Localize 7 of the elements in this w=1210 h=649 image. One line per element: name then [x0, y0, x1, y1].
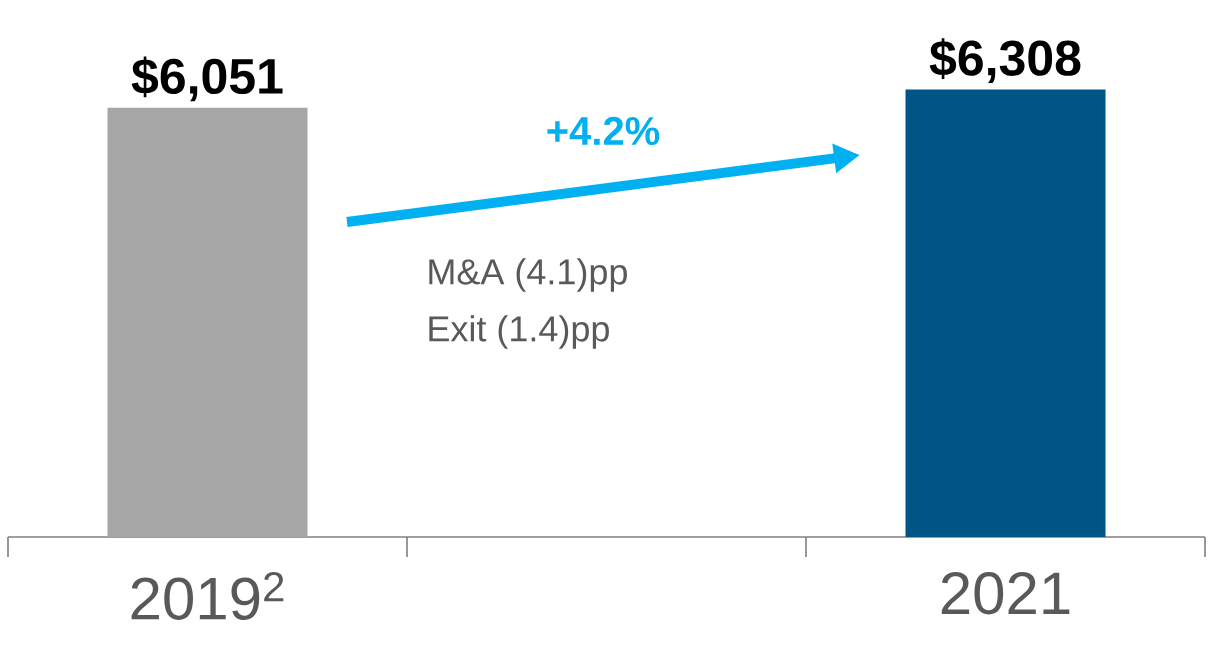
annotation: Exit (1.4)pp — [429, 315, 609, 349]
annotation: +4.2% — [547, 116, 660, 146]
x-tick-label: 2019$^{2}$ — [131, 572, 284, 620]
annotation: M&A (4.1)pp — [429, 258, 627, 292]
data-label: $6,051 — [131, 56, 283, 102]
x-tick-label: 2021 — [941, 572, 1070, 615]
data-label: $6,308 — [929, 38, 1081, 84]
